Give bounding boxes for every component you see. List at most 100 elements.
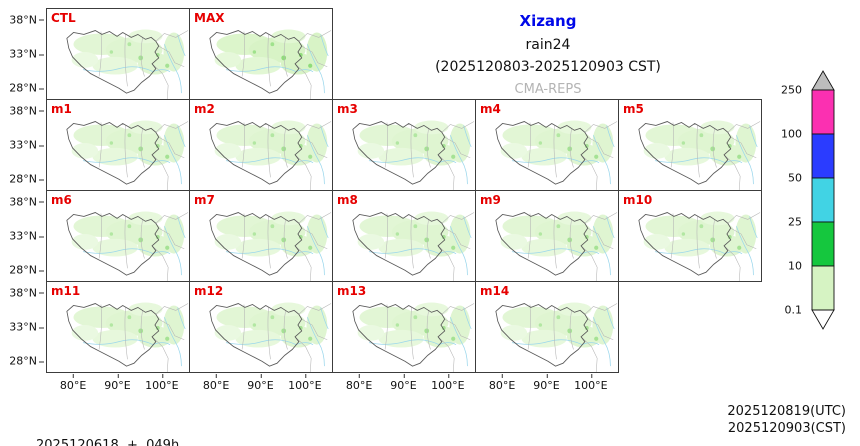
xizang-outline — [495, 121, 589, 185]
region-boundaries — [241, 30, 332, 99]
panel-label: m5 — [623, 102, 644, 116]
region-boundaries — [527, 212, 618, 281]
x-tick-label: 90°E — [390, 374, 417, 392]
rivers — [225, 216, 329, 276]
rivers — [511, 125, 615, 185]
xizang-outline — [352, 121, 446, 185]
y-tick-label: 33°N — [9, 47, 44, 61]
region-boundaries — [384, 121, 475, 190]
rivers — [368, 216, 472, 276]
map-panel-ctl: CTL — [46, 8, 190, 100]
map-panel-m3: m3 — [332, 99, 476, 191]
region-boundaries — [527, 121, 618, 190]
rivers — [511, 216, 615, 276]
region-boundaries — [384, 303, 475, 372]
map-canvas — [209, 29, 332, 99]
map-canvas — [66, 120, 189, 190]
x-tick-label: 90°E — [247, 374, 274, 392]
rivers — [368, 125, 472, 185]
colorbar — [810, 70, 836, 332]
y-tick-label: 33°N — [9, 320, 44, 334]
xizang-outline — [352, 303, 446, 367]
colorbar-tick-label: 50 — [788, 171, 802, 185]
panel-label: m2 — [194, 102, 215, 116]
y-tick-label: 28°N — [9, 81, 44, 95]
precipitation-shading — [71, 211, 185, 257]
precipitation-shading — [214, 211, 328, 257]
x-axis-group: 80°E 90°E 100°E — [475, 374, 618, 392]
xizang-outline — [638, 212, 732, 276]
region-boundaries — [98, 303, 189, 372]
y-tick-label: 38°N — [9, 195, 44, 209]
precipitation-shading — [643, 120, 757, 166]
y-tick-label: 38°N — [9, 13, 44, 27]
x-tick-label: 100°E — [145, 374, 179, 392]
xizang-outline — [209, 121, 303, 185]
region-boundaries — [670, 212, 761, 281]
map-canvas — [209, 211, 332, 281]
region-boundaries — [98, 212, 189, 281]
panel-label: CTL — [51, 11, 76, 25]
rivers — [82, 34, 186, 94]
map-panel-m11: m11 — [46, 281, 190, 373]
precipitation-shading — [357, 302, 471, 348]
precipitation-shading — [357, 120, 471, 166]
rivers — [511, 307, 615, 367]
y-axis-labels: 38°N 33°N 28°N — [0, 8, 46, 100]
variable-title: rain24 — [525, 37, 571, 53]
precipitation-shading — [214, 302, 328, 348]
xizang-outline — [495, 303, 589, 367]
map-panel-m2: m2 — [189, 99, 333, 191]
precipitation-shading — [357, 211, 471, 257]
region-boundaries — [384, 212, 475, 281]
xizang-outline — [495, 212, 589, 276]
xizang-outline — [66, 212, 160, 276]
panel-label: m9 — [480, 193, 501, 207]
colorbar-tick-label: 0.1 — [784, 303, 803, 317]
panel-label: MAX — [194, 11, 225, 25]
map-panel-m8: m8 — [332, 190, 476, 282]
x-axis: 80°E 90°E 100°E 80°E 90°E 100°E 80°E 90°E 100°E 8… — [46, 374, 618, 392]
y-tick-label: 28°N — [9, 354, 44, 368]
figure-title: Xizang rain24 (2025120803-2025120903 CST… — [333, 12, 763, 97]
colorbar-tick-label: 250 — [781, 83, 802, 97]
init-time-line-1: 2025120618 + 049h — [36, 438, 180, 446]
panel-label: m7 — [194, 193, 215, 207]
y-axis-labels: 38°N 33°N 28°N — [0, 190, 46, 282]
region-boundaries — [527, 303, 618, 372]
x-tick-label: 100°E — [288, 374, 322, 392]
valid-time-utc: 2025120819(UTC) — [727, 404, 846, 419]
y-tick-label: 33°N — [9, 138, 44, 152]
rivers — [654, 125, 758, 185]
xizang-outline — [209, 30, 303, 94]
map-panel-m13: m13 — [332, 281, 476, 373]
y-axis-labels: 38°N 33°N 28°N — [0, 99, 46, 191]
x-tick-label: 90°E — [104, 374, 131, 392]
xizang-outline — [66, 303, 160, 367]
colorbar-labels: 250 100 50 25 10 0.1 — [754, 70, 806, 332]
panel-label: m10 — [623, 193, 653, 207]
x-tick-label: 80°E — [202, 374, 230, 392]
panel-label: m14 — [480, 284, 510, 298]
x-axis-group: 80°E 90°E 100°E — [46, 374, 189, 392]
y-tick-label: 33°N — [9, 229, 44, 243]
rivers — [225, 307, 329, 367]
panel-label: m13 — [337, 284, 367, 298]
panel-label: m11 — [51, 284, 81, 298]
map-panel-m7: m7 — [189, 190, 333, 282]
rivers — [225, 34, 329, 94]
panel-grid: 38°N 33°N 28°N — [0, 8, 762, 373]
xizang-outline — [66, 121, 160, 185]
precipitation-shading — [500, 302, 614, 348]
map-canvas — [352, 211, 475, 281]
panel-row: 38°N 33°N 28°N — [0, 281, 762, 373]
region-boundaries — [241, 303, 332, 372]
x-tick-label: 80°E — [488, 374, 516, 392]
x-axis-group: 80°E 90°E 100°E — [332, 374, 475, 392]
rivers — [82, 216, 186, 276]
map-canvas — [352, 120, 475, 190]
map-canvas — [495, 120, 618, 190]
rivers — [368, 307, 472, 367]
map-canvas — [66, 29, 189, 99]
map-canvas — [352, 302, 475, 372]
